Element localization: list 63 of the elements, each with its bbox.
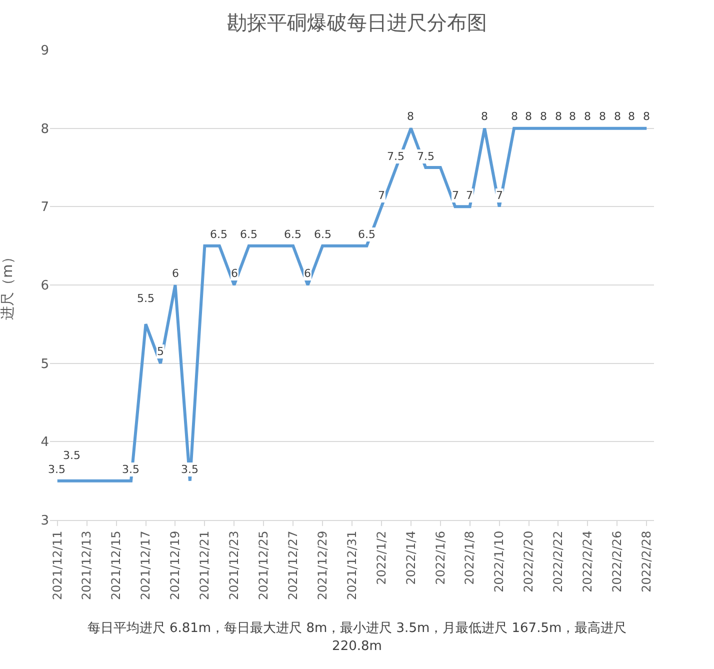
x-tick-label: 2022/1/8	[462, 530, 477, 585]
data-label: 8	[511, 110, 518, 123]
chart-title: 勘探平硐爆破每日进尺分布图	[227, 10, 487, 34]
x-tick-label: 2022/1/4	[404, 530, 418, 585]
x-tick-label: 2022/2/20	[522, 530, 536, 592]
y-tick-label: 4	[40, 435, 49, 450]
data-label: 3.5	[122, 463, 140, 476]
data-label: 3.5	[63, 449, 80, 462]
data-label: 3.5	[48, 463, 66, 476]
data-label: 8	[540, 110, 547, 123]
data-label: 6.5	[358, 228, 376, 241]
data-label: 7	[466, 189, 473, 202]
y-tick-label: 7	[40, 200, 49, 216]
data-label: 8	[569, 110, 576, 123]
data-label: 7.5	[387, 150, 404, 163]
data-label: 8	[407, 110, 414, 123]
x-tick-label: 2022/1/10	[492, 530, 506, 592]
y-tick-label: 5	[40, 356, 49, 372]
data-label: 6.5	[210, 228, 228, 241]
x-tick-label: 2022/2/26	[610, 530, 624, 592]
text: 每日平均进尺 6.81m，每日最大进尺 8m，最小进尺 3.5m，月最低进尺 167.5m，最高进尺 220.8m	[86, 620, 628, 656]
x-tick-label: 2021/12/23	[227, 530, 242, 600]
data-label: 8	[481, 110, 488, 123]
x-tick-label: 2021/12/29	[315, 530, 330, 600]
x-tick-label: 2021/12/21	[198, 530, 212, 600]
y-tick-label: 6	[40, 278, 49, 294]
data-label: 6.5	[314, 228, 332, 241]
data-label: 8	[599, 110, 606, 123]
data-label: 6.5	[284, 228, 302, 241]
x-tick-label: 2022/2/24	[580, 530, 595, 592]
x-tick-label: 2022/1/2	[374, 530, 388, 585]
y-axis-title: 进尺（m）	[0, 250, 16, 320]
data-label: 6	[172, 267, 179, 280]
y-tick-label: 9	[40, 44, 49, 59]
data-label: 8	[584, 110, 591, 123]
x-tick-label: 2021/12/31	[344, 530, 359, 600]
data-label: 8	[643, 110, 650, 123]
x-tick-label: 2021/12/17	[138, 530, 153, 600]
data-label: 5	[157, 345, 164, 358]
x-tick-label: 2021/12/25	[256, 530, 271, 600]
x-tick-label: 2022/2/28	[640, 530, 654, 592]
x-tick-label: 2021/12/13	[80, 530, 94, 600]
y-tick-label: 3	[40, 514, 49, 529]
data-label: 8	[525, 110, 532, 123]
data-label: 7	[496, 189, 503, 202]
data-label: 8	[555, 110, 562, 123]
data-label: 7.5	[417, 150, 434, 163]
data-label: 6	[231, 267, 238, 280]
data-label: 6.5	[240, 228, 258, 241]
x-tick-label: 2021/12/15	[109, 530, 124, 600]
x-tick-label: 2021/12/11	[50, 530, 64, 600]
data-label: 3.5	[181, 463, 198, 476]
data-label: 8	[628, 110, 635, 123]
x-tick-label: 2021/12/27	[286, 530, 300, 600]
x-tick-label: 2022/2/22	[551, 530, 566, 592]
x-tick-label: 2021/12/19	[168, 530, 182, 600]
data-label: 8	[614, 110, 621, 123]
data-label: 7	[378, 189, 385, 202]
data-label: 6	[304, 267, 311, 280]
y-tick-label: 8	[40, 122, 49, 137]
data-label: 5.5	[137, 292, 154, 305]
x-tick-label: 2022/1/6	[433, 530, 448, 585]
data-label: 7	[452, 189, 459, 202]
